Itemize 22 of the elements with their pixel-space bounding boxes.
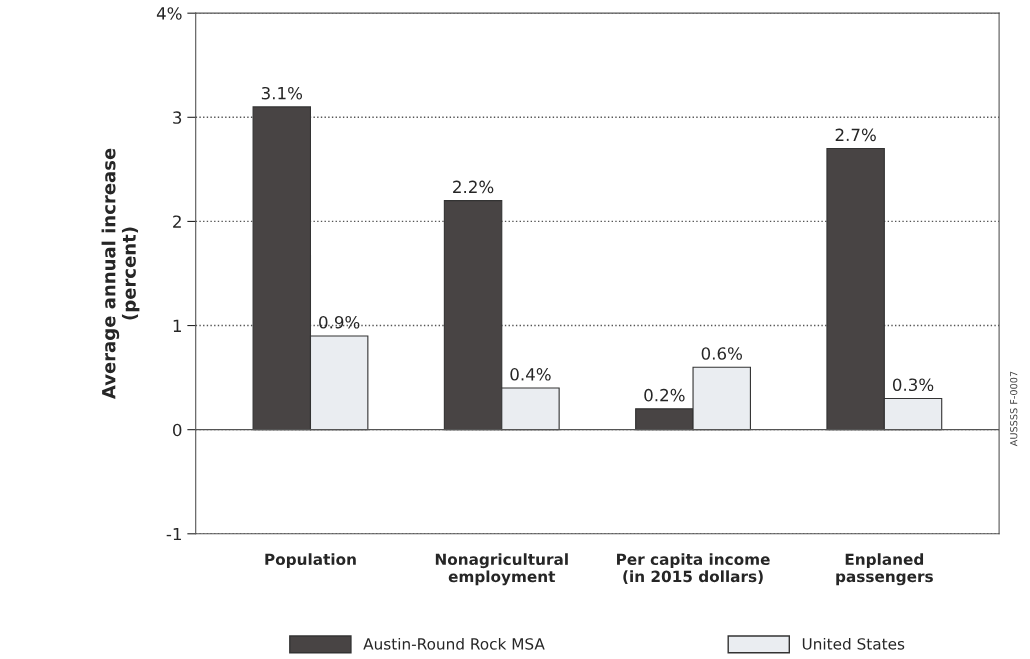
- data-label: 2.7%: [835, 128, 876, 142]
- y-tick-label: 3: [173, 111, 182, 124]
- y-tick-label: 0: [173, 423, 182, 437]
- data-label: 0.4%: [510, 368, 551, 381]
- data-label: 0.6%: [701, 347, 742, 360]
- data-label: 2.2%: [453, 180, 494, 194]
- y-tick-label: 2: [173, 215, 181, 228]
- y-axis-title: Average annual increase (percent): [101, 148, 140, 400]
- x-tick-label: Population: [265, 553, 356, 569]
- y-tick-label: 4%: [156, 7, 182, 20]
- legend-label: Austin-Round Rock MSA: [363, 637, 545, 650]
- data-label: 0.3%: [892, 378, 934, 392]
- y-tick-label: 1: [173, 319, 181, 332]
- y-tick-label: -1: [166, 527, 181, 541]
- data-label: 3.1%: [261, 86, 303, 100]
- legend-label: United States: [802, 637, 905, 650]
- data-label: 0.2%: [644, 388, 685, 402]
- text: AUSSSS F-0007: [1010, 371, 1018, 447]
- x-tick-label: Enplaned passengers: [836, 553, 933, 586]
- x-tick-label: Per capita income (in 2015 dollars): [617, 553, 770, 584]
- x-tick-label: Nonagricultural employment: [435, 553, 568, 586]
- data-label: 0.9%: [319, 315, 360, 329]
